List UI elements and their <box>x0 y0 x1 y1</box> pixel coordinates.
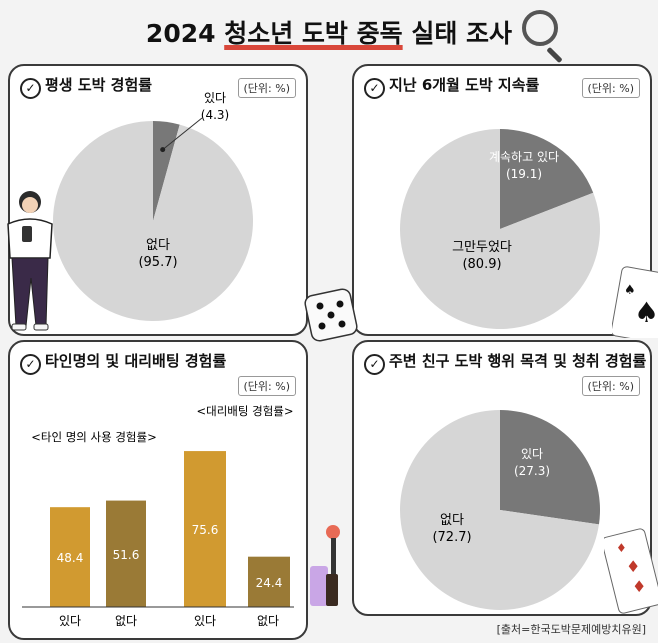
unit-label: (단위: %) <box>581 78 640 98</box>
slot-machine-lever-icon <box>310 525 340 606</box>
check-icon: ✓ <box>364 78 385 99</box>
title-suffix: 실태 조사 <box>402 19 513 48</box>
pie-chart-2: 계속하고 있다 (19.1) 그만두었다 (80.9) <box>399 129 600 329</box>
pie-label-no: 없다 <box>146 238 170 253</box>
pie-value-yes: (4.3) <box>201 108 229 122</box>
title-prefix: 2024 <box>145 19 225 48</box>
page-title: 2024 청소년 도박 중독 실태 조사 <box>0 14 658 50</box>
pie-slice-yes <box>500 410 600 525</box>
check-icon: ✓ <box>364 354 385 375</box>
bar-value: 75.6 <box>192 523 219 537</box>
x-tick-label: 있다 <box>59 614 81 628</box>
svg-text:♠: ♠ <box>634 296 658 329</box>
bar-proxy-yes <box>184 451 226 607</box>
diamond-card-icon: ♦ ♦ ♦ <box>604 528 658 614</box>
pie-chart-1: 있다 (4.3) 없다 (95.7) <box>53 91 254 321</box>
bar-chart: <타인 명의 사용 경험률> <대리배팅 경험률> 48.4 51.6 75.6… <box>22 404 294 628</box>
panel-friends-gambling: ✓ 주변 친구 도박 행위 목격 및 청취 경험률 (단위: %) 있다 (27.… <box>352 340 652 616</box>
pie-value-yes: (27.3) <box>514 464 550 478</box>
pie-label-continuing: 계속하고 있다 <box>489 150 559 164</box>
check-icon: ✓ <box>20 78 41 99</box>
group-label-other-name: <타인 명의 사용 경험률> <box>31 430 156 444</box>
panel-title: ✓ 타인명의 및 대리배팅 경험률 <box>20 350 226 375</box>
pie-value-stopped: (80.9) <box>462 257 501 272</box>
svg-text:♦: ♦ <box>616 541 627 555</box>
pie-slice-continuing <box>500 129 594 229</box>
pie-leader-line <box>162 117 203 151</box>
pie-label-yes: 있다 <box>204 91 226 105</box>
pie-leader-dot <box>160 147 166 153</box>
x-tick-label: 없다 <box>115 614 137 628</box>
bar-value: 51.6 <box>113 548 140 562</box>
x-tick-label: 있다 <box>194 614 216 628</box>
group-label-proxy-betting: <대리배팅 경험률> <box>197 404 294 418</box>
pie-label-yes: 있다 <box>521 447 543 461</box>
bar-value: 24.4 <box>256 576 283 590</box>
magnifier-icon <box>522 10 558 46</box>
pie-label-stopped: 그만두었다 <box>452 240 512 255</box>
pie-value-no: (72.7) <box>432 530 471 545</box>
bar-other-name-no <box>106 500 146 607</box>
pie-value-no: (95.7) <box>138 255 177 270</box>
bar-value: 48.4 <box>57 551 84 565</box>
panel-proxy-betting: ✓ 타인명의 및 대리배팅 경험률 (단위: %) <타인 명의 사용 경험률> … <box>8 340 308 640</box>
pie-slice-stopped <box>399 129 600 329</box>
check-icon: ✓ <box>20 354 41 375</box>
pie-chart-3: 있다 (27.3) 없다 (72.7) <box>400 410 600 610</box>
panel-continuation: ✓ 지난 6개월 도박 지속률 (단위: %) 계속하고 있다 (19.1) 그만… <box>352 64 652 336</box>
x-tick-label: 없다 <box>257 614 279 628</box>
panel-lifetime-gambling: ✓ 평생 도박 경험률 (단위: %) 있다 (4.3) 없다 (95.7) <box>8 64 308 336</box>
svg-text:♠: ♠ <box>624 283 636 298</box>
source-note: [출처=한국도박문제예방치유원] <box>496 623 646 636</box>
pie-slice-yes <box>153 121 180 221</box>
title-highlight: 청소년 도박 중독 <box>224 19 403 48</box>
pie-value-continuing: (19.1) <box>506 167 542 181</box>
pie-slice-no <box>400 410 599 610</box>
bar-proxy-no <box>248 556 290 607</box>
svg-text:♦: ♦ <box>626 557 640 576</box>
unit-label: (단위: %) <box>581 376 640 396</box>
panel-title: ✓ 지난 6개월 도박 지속률 <box>364 74 539 99</box>
unit-label: (단위: %) <box>237 376 296 396</box>
person-with-phone-illustration <box>7 191 53 331</box>
panel-title: ✓ 주변 친구 도박 행위 목격 및 청취 경험률 <box>364 350 646 375</box>
unit-label: (단위: %) <box>237 78 296 98</box>
spade-card-icon: ♠ ♠ <box>612 266 658 338</box>
panel-title: ✓ 평생 도박 경험률 <box>20 74 152 99</box>
pie-label-no: 없다 <box>440 513 464 528</box>
pie-slice-no <box>53 121 254 321</box>
svg-text:♦: ♦ <box>632 577 646 596</box>
bar-other-name-yes <box>50 507 90 607</box>
dice-icon <box>304 288 358 342</box>
